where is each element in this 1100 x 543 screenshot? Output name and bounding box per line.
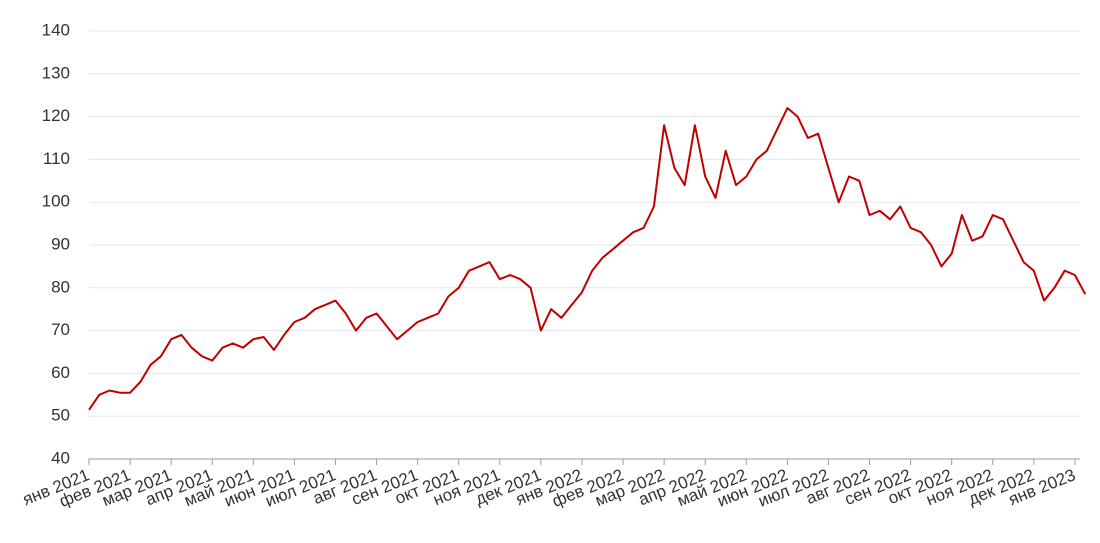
y-tick-label: 100 — [42, 192, 70, 211]
y-tick-label: 140 — [42, 20, 70, 39]
y-tick-label: 90 — [51, 234, 70, 253]
y-tick-label: 60 — [51, 363, 70, 382]
y-tick-label: 50 — [51, 406, 70, 425]
y-tick-label: 80 — [51, 277, 70, 296]
line — [88, 107, 1087, 411]
y-tick-label: 110 — [43, 149, 70, 168]
y-tick-label: 70 — [51, 320, 70, 339]
y-tick-label: 120 — [42, 106, 70, 125]
y-tick-label: 40 — [51, 448, 70, 467]
y-tick-label: 130 — [42, 63, 70, 82]
